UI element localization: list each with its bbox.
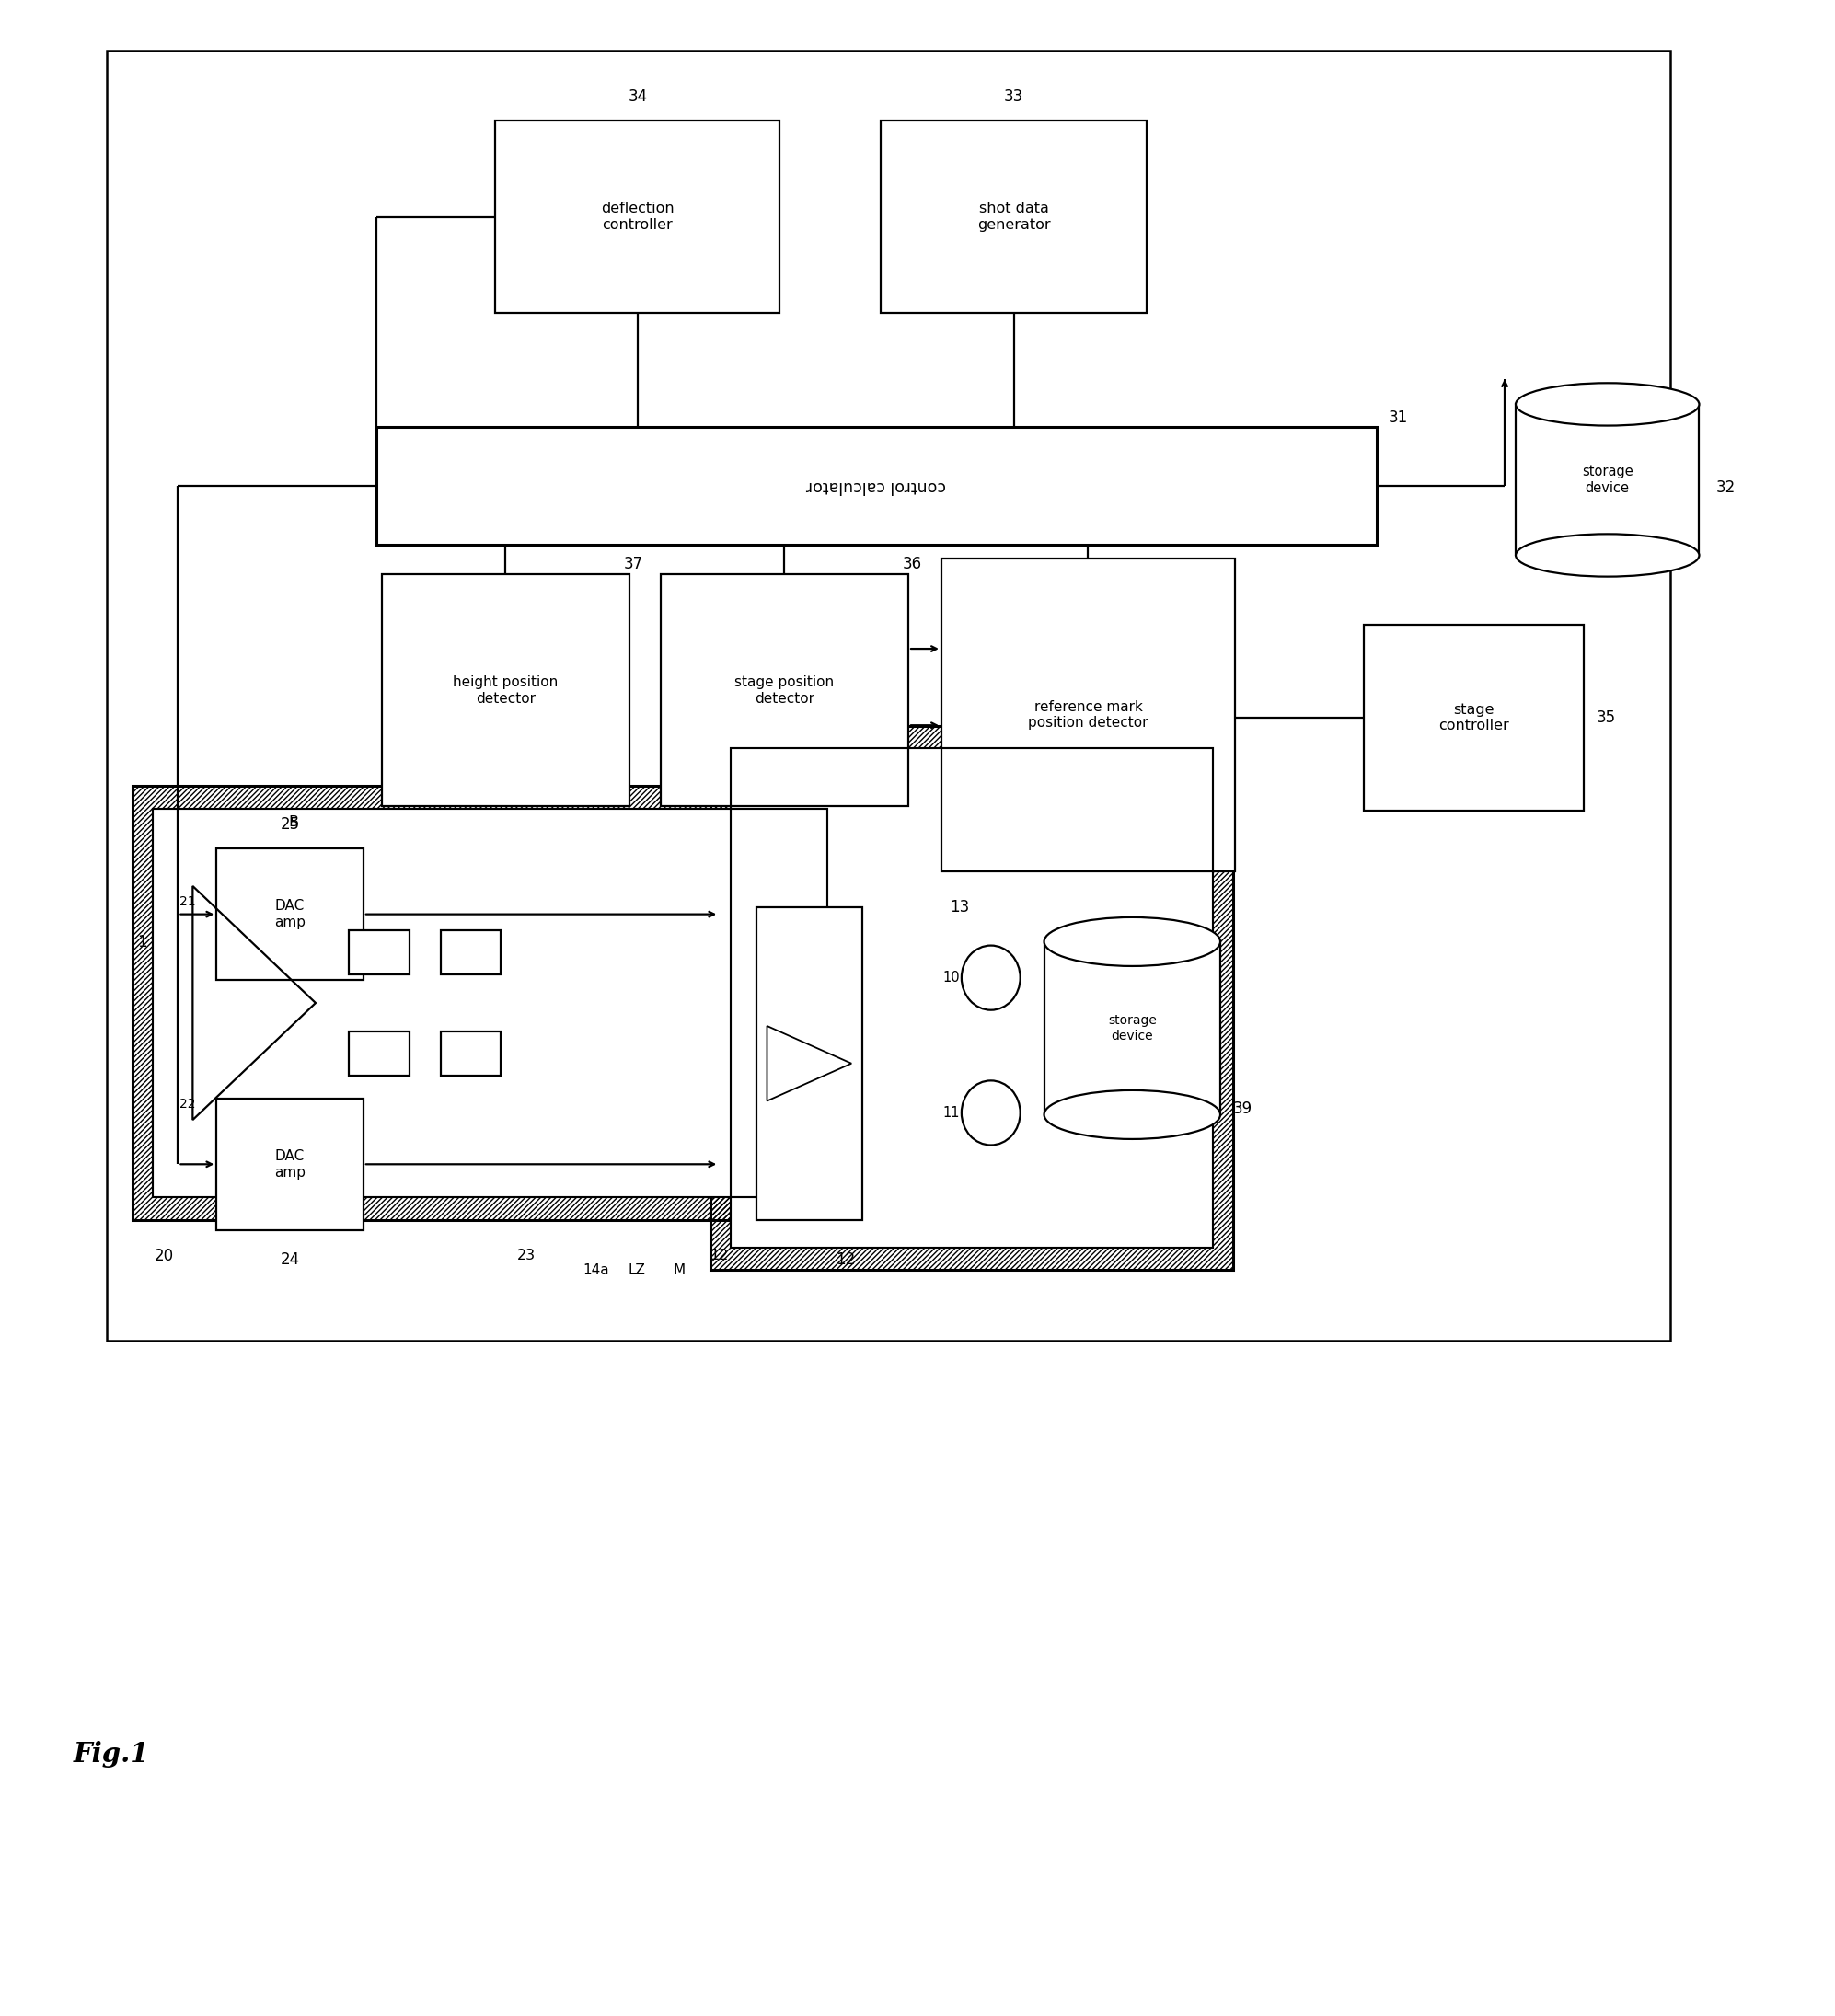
- Text: 12: 12: [710, 1250, 728, 1262]
- FancyBboxPatch shape: [217, 1099, 363, 1230]
- Text: 35: 35: [1596, 710, 1615, 726]
- Text: 32: 32: [1716, 480, 1736, 496]
- Text: 23: 23: [517, 1250, 536, 1262]
- Circle shape: [962, 946, 1020, 1010]
- Text: 10: 10: [943, 972, 960, 984]
- Text: 24: 24: [281, 1252, 299, 1268]
- FancyBboxPatch shape: [881, 121, 1147, 312]
- Bar: [349, 929, 409, 974]
- FancyBboxPatch shape: [661, 575, 908, 806]
- Text: 33: 33: [1004, 89, 1024, 105]
- FancyBboxPatch shape: [152, 808, 828, 1198]
- Text: LZ: LZ: [628, 1264, 646, 1276]
- Text: stage position
detector: stage position detector: [734, 675, 835, 706]
- Text: B: B: [288, 816, 299, 829]
- Text: Fig.1: Fig.1: [73, 1740, 149, 1768]
- Text: 14b: 14b: [725, 710, 751, 722]
- Text: 13: 13: [951, 899, 969, 915]
- Text: DAC
amp: DAC amp: [273, 899, 306, 929]
- Text: 20: 20: [154, 1248, 174, 1264]
- FancyBboxPatch shape: [376, 427, 1376, 544]
- Text: M: M: [673, 1264, 684, 1276]
- Ellipse shape: [1044, 917, 1220, 966]
- Text: DAC
amp: DAC amp: [273, 1149, 306, 1179]
- Ellipse shape: [1516, 534, 1699, 577]
- FancyBboxPatch shape: [730, 748, 1213, 1248]
- FancyBboxPatch shape: [756, 907, 862, 1220]
- Text: height position
detector: height position detector: [453, 675, 558, 706]
- Text: 39: 39: [1233, 1101, 1253, 1117]
- Text: 34: 34: [628, 89, 648, 105]
- Text: 37: 37: [624, 556, 642, 573]
- Text: storage
device: storage device: [1108, 1014, 1156, 1042]
- Text: 14a: 14a: [584, 1264, 609, 1276]
- Text: stage
controller: stage controller: [1439, 704, 1508, 732]
- FancyBboxPatch shape: [382, 575, 629, 806]
- Text: 22: 22: [180, 1097, 196, 1111]
- Text: 21: 21: [180, 895, 196, 909]
- Ellipse shape: [1516, 383, 1699, 425]
- Text: reference mark
position detector: reference mark position detector: [1028, 700, 1149, 730]
- Text: 1: 1: [138, 933, 147, 952]
- Text: storage
device: storage device: [1582, 466, 1633, 494]
- Bar: [440, 1030, 501, 1075]
- Ellipse shape: [1044, 1091, 1220, 1139]
- Text: 38: 38: [1061, 899, 1079, 915]
- FancyBboxPatch shape: [495, 121, 780, 312]
- Text: 12: 12: [837, 1252, 855, 1268]
- FancyBboxPatch shape: [217, 849, 363, 980]
- Bar: [440, 929, 501, 974]
- Text: 11: 11: [943, 1107, 960, 1119]
- FancyBboxPatch shape: [941, 558, 1235, 871]
- Text: 36: 36: [903, 556, 921, 573]
- Text: deflection
controller: deflection controller: [602, 202, 673, 232]
- Text: shot data
generator: shot data generator: [978, 202, 1050, 232]
- Text: 10: 10: [1123, 1113, 1141, 1125]
- Text: control calculator: control calculator: [806, 478, 947, 494]
- Text: 31: 31: [1389, 409, 1407, 425]
- Text: 25: 25: [281, 816, 299, 833]
- Bar: [349, 1030, 409, 1075]
- Bar: [1516, 405, 1699, 554]
- Circle shape: [962, 1081, 1020, 1145]
- FancyBboxPatch shape: [1363, 625, 1584, 810]
- Bar: [1044, 941, 1220, 1115]
- Text: 15: 15: [747, 754, 767, 770]
